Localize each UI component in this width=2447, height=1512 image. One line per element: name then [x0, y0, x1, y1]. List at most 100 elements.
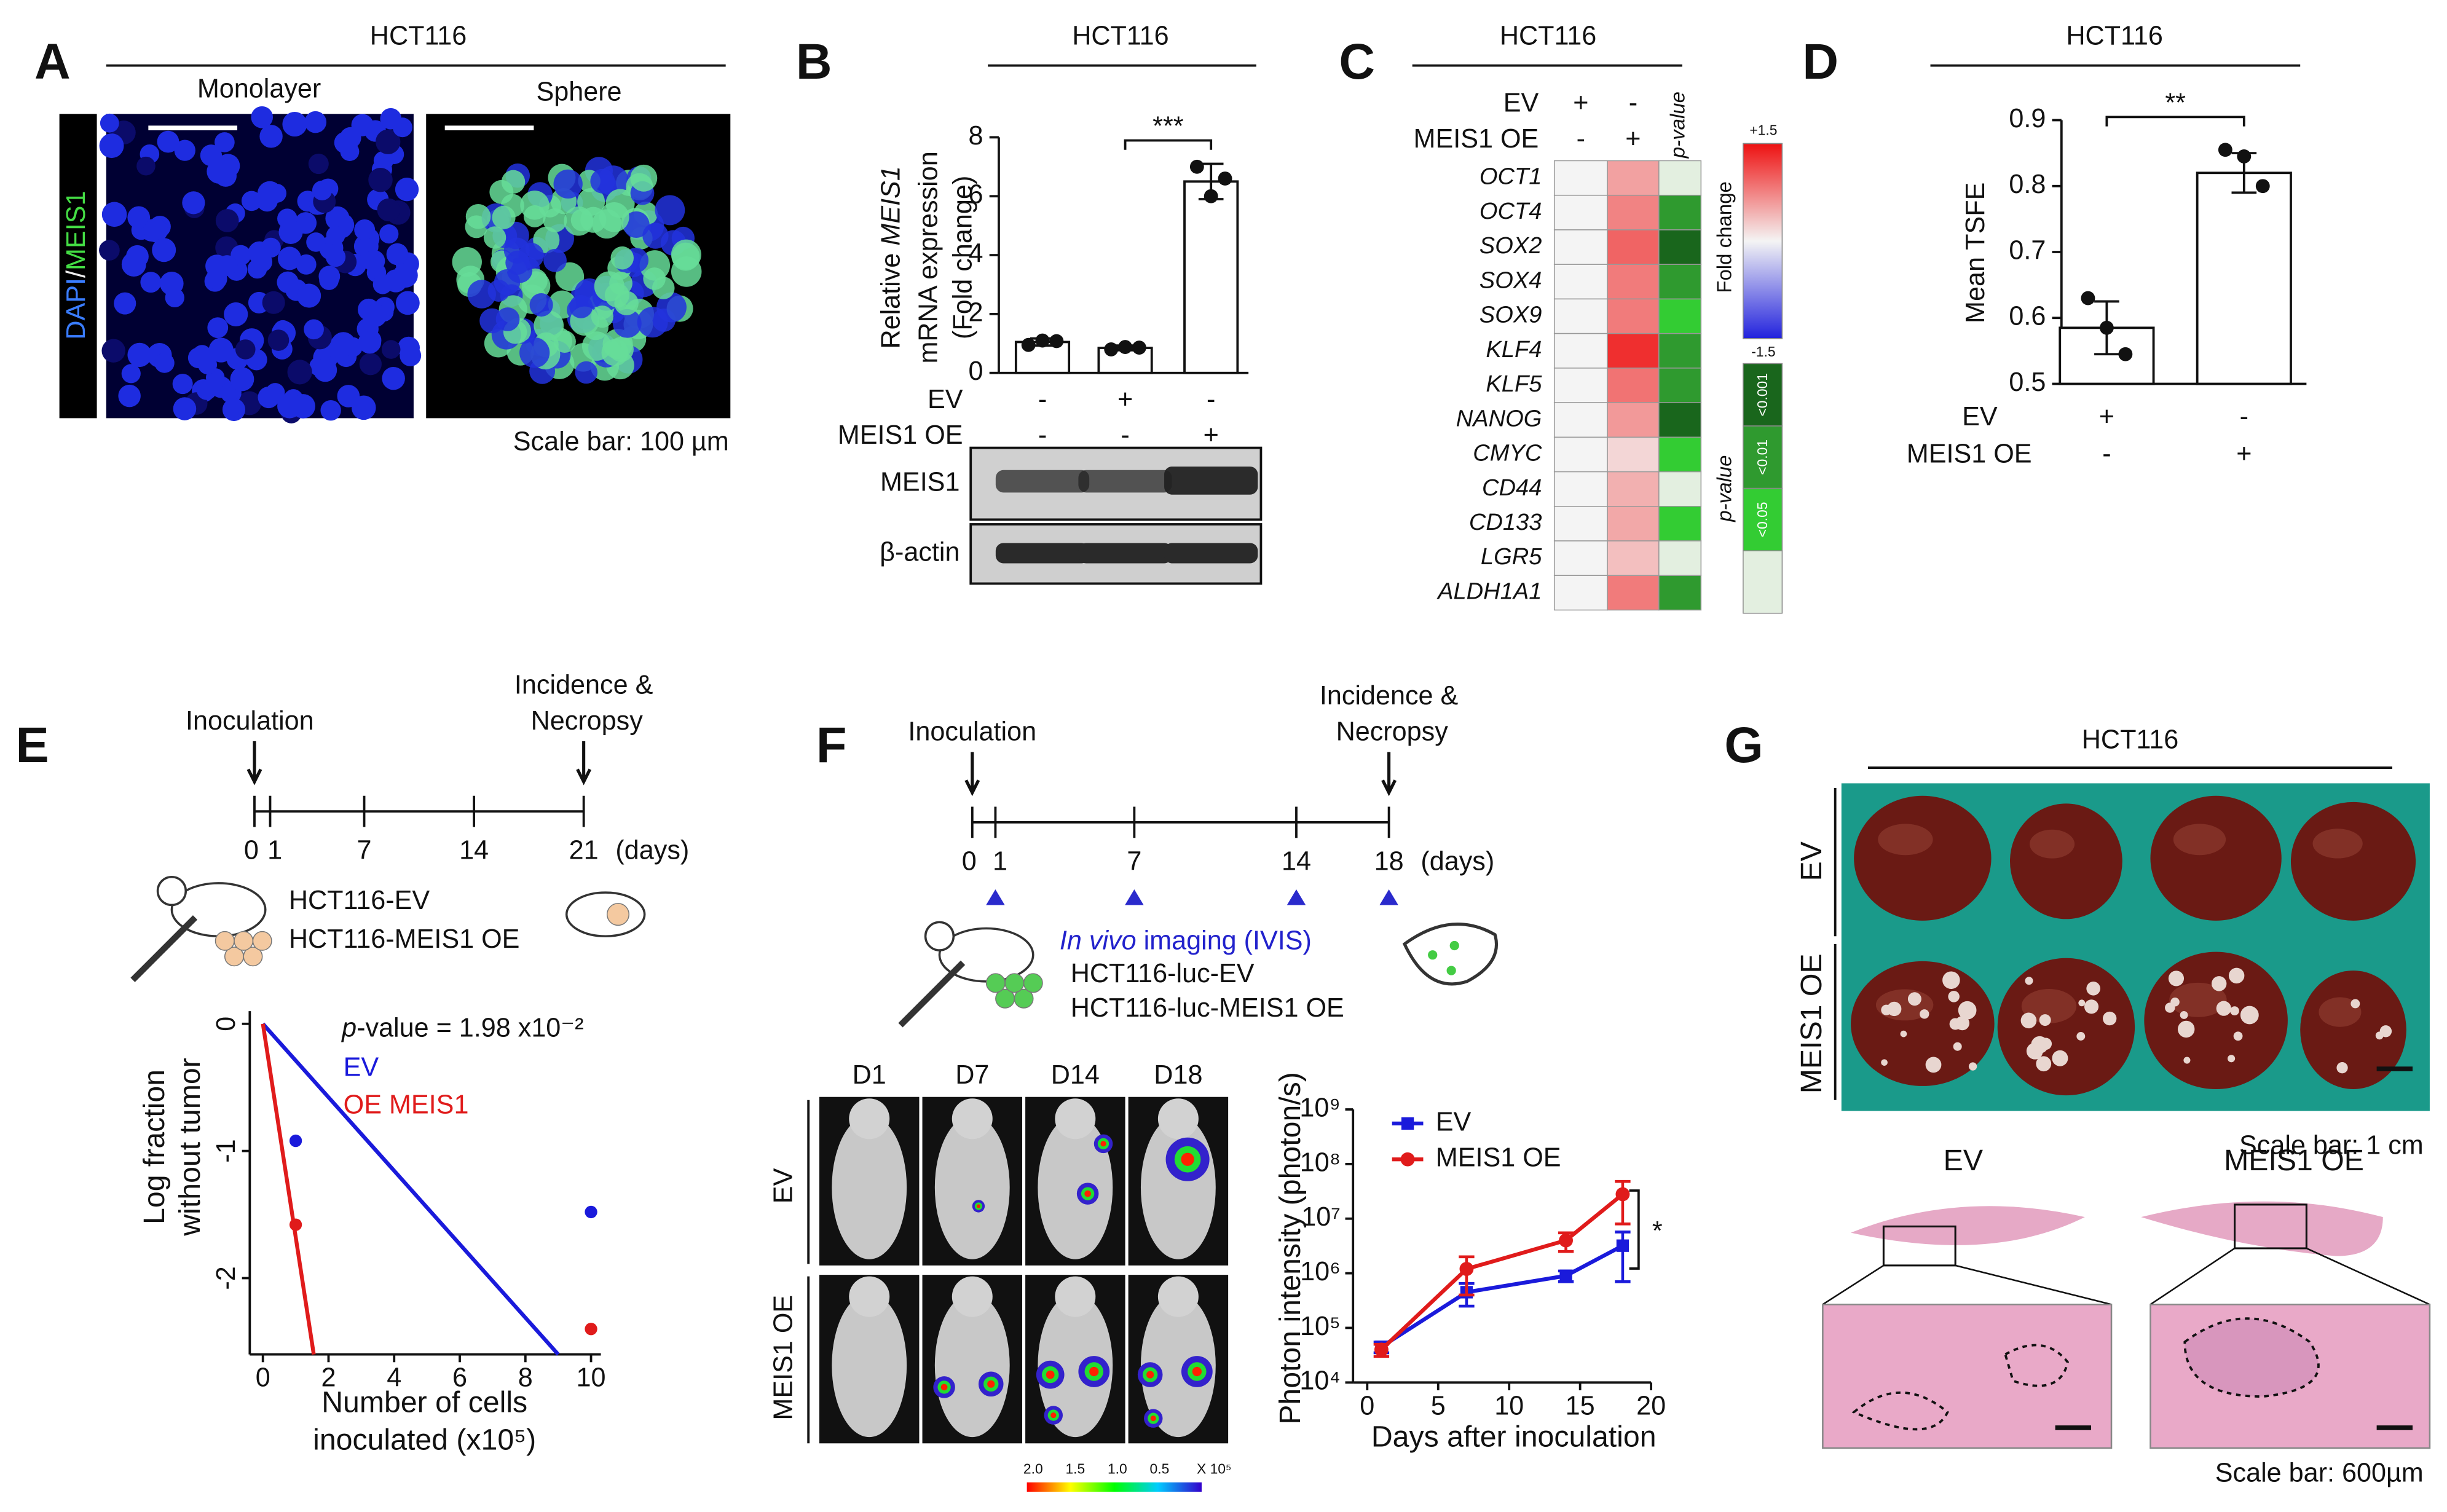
heatmap-cell: [1607, 298, 1660, 334]
pvalue-legend-box: [1743, 487, 1783, 551]
blot-band: [1164, 543, 1258, 564]
timeline-tick-label: 14: [1282, 846, 1311, 876]
imaging-marker: [1287, 889, 1306, 905]
nucleus: [304, 319, 324, 340]
nucleus: [127, 342, 152, 368]
heatmap-cell: [1553, 402, 1608, 438]
imaging-marker: [1379, 889, 1398, 905]
condition-sign: +: [1625, 124, 1641, 154]
nucleus: [267, 329, 290, 351]
condition-label: EV: [1503, 88, 1539, 117]
x-tick-label: 0: [1360, 1391, 1374, 1420]
heatmap-cell: [1607, 333, 1660, 369]
metastatic-nodule: [2078, 999, 2086, 1007]
cell-icon: [252, 931, 272, 951]
nucleus: [101, 339, 125, 363]
nucleus: [393, 262, 418, 288]
metastatic-nodule: [2183, 1057, 2191, 1064]
nucleus: [363, 304, 387, 328]
nucleus: [337, 385, 360, 408]
metastatic-nodule: [1949, 1018, 1961, 1030]
x-axis-label: Number of cells: [321, 1386, 527, 1419]
day-label: D18: [1154, 1060, 1202, 1090]
metastatic-nodule: [1881, 1059, 1888, 1066]
liver-highlight: [2029, 829, 2075, 859]
mouse-head: [952, 1098, 993, 1140]
pvalue-legend-label: <0.05: [1754, 502, 1770, 538]
metastatic-nodule: [2052, 1050, 2068, 1066]
cell: [543, 208, 567, 232]
cell: [555, 262, 585, 291]
bioluminescence: [1192, 1366, 1202, 1377]
data-marker: [1559, 1269, 1572, 1282]
cell-icon: [1014, 988, 1034, 1009]
nucleus: [174, 140, 195, 161]
nucleus: [172, 374, 193, 395]
pvalue-cell: [1658, 402, 1702, 438]
heatmap-cell: [1553, 194, 1608, 230]
syringe-icon: [898, 960, 966, 1028]
arrow: [1381, 752, 1397, 797]
bar: [1183, 180, 1239, 374]
inset-lead: [2306, 1247, 2430, 1305]
mouse-body: [934, 1293, 1010, 1438]
pvalue-cell: [1658, 540, 1702, 577]
y-tick-label: 2: [969, 297, 983, 327]
bioluminescence: [1046, 1370, 1055, 1379]
nucleus: [200, 144, 223, 167]
significance-bracket: [2105, 116, 2245, 127]
gene-label: ALDH1A1: [1436, 578, 1542, 604]
nucleus: [222, 398, 246, 422]
group-label: HCT116-MEIS1 OE: [289, 924, 520, 954]
pvalue-legend-label: <0.001: [1754, 373, 1770, 416]
nucleus: [114, 292, 136, 315]
nucleus: [215, 209, 239, 232]
inset-lead: [2149, 1247, 2236, 1305]
blot-band: [1078, 470, 1172, 493]
x-tick-label: 0: [256, 1363, 270, 1393]
panel-letter: C: [1339, 34, 1375, 90]
data-point: [2099, 320, 2114, 335]
metastatic-nodule: [2233, 1031, 2243, 1041]
histology-image: [1822, 1304, 2113, 1449]
liver-highlight: [2021, 989, 2077, 1023]
image-label: Sphere: [536, 77, 621, 107]
timeline-tick-label: 1: [267, 836, 282, 865]
nucleus: [154, 353, 175, 373]
condition-sign: -: [2240, 402, 2248, 431]
condition-label: MEIS1 OE: [838, 420, 963, 450]
tumor-outline: [2004, 1344, 2069, 1387]
cell: [569, 294, 593, 318]
metastatic-nodule: [1920, 1009, 1929, 1019]
pvalue-cell: [1658, 298, 1702, 334]
y-tick-label: 10⁴: [1299, 1366, 1341, 1396]
nucleus: [306, 232, 326, 252]
nucleus: [235, 339, 256, 360]
nucleus: [224, 302, 248, 326]
nucleus: [241, 191, 262, 211]
nucleus: [99, 133, 124, 159]
bioluminescence: [940, 1384, 948, 1391]
nucleus: [379, 224, 399, 244]
imaging-marker: [1125, 889, 1144, 905]
inset-lead: [1822, 1264, 1885, 1305]
liver-highlight: [2312, 829, 2363, 859]
cell-icon: [1023, 973, 1043, 993]
nucleus: [101, 202, 127, 227]
y-axis-label: Log fraction: [138, 1069, 171, 1224]
annotation: p-value = 1.98 x10⁻²: [341, 1014, 583, 1043]
bioluminescence: [1150, 1416, 1156, 1422]
gene-label: KLF4: [1486, 337, 1542, 363]
pvalue-cell: [1658, 229, 1702, 265]
y-axis-label-part: Relative: [877, 246, 906, 349]
nucleus: [326, 226, 345, 245]
mouse-icon: [156, 875, 187, 907]
metastatic-nodule: [2020, 1012, 2037, 1029]
x-tick-label: 6: [452, 1363, 467, 1393]
blot-band: [1164, 467, 1258, 495]
inset-lead: [1955, 1264, 2112, 1305]
data-point: [585, 1205, 597, 1219]
metastasis-icon: [1446, 966, 1456, 975]
ivis-scale-label: 1.0: [1108, 1460, 1127, 1476]
heatmap-cell: [1607, 264, 1660, 300]
